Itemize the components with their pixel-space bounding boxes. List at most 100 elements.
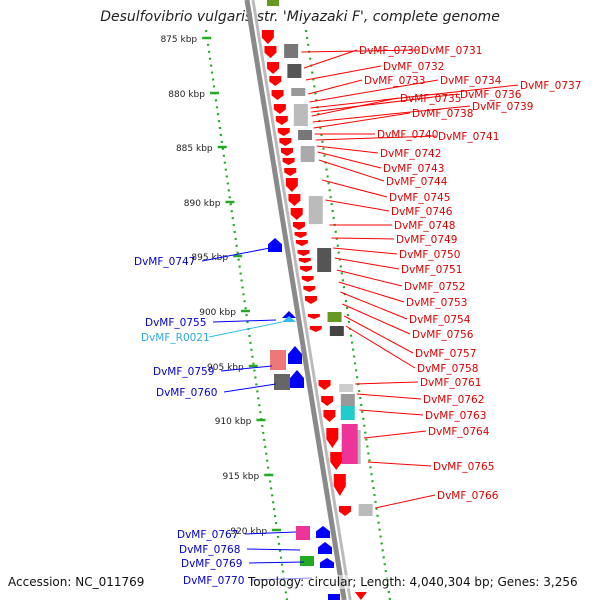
gene-feature-block bbox=[329, 326, 344, 336]
forward-gene-arrow bbox=[279, 138, 292, 146]
label-leader-line bbox=[313, 112, 411, 129]
forward-gene-arrow bbox=[267, 62, 280, 74]
label-leader-line bbox=[246, 548, 301, 551]
forward-gene-arrow bbox=[309, 326, 322, 332]
forward-gene-arrow bbox=[273, 104, 286, 114]
gene-label: DvMF_0746 bbox=[391, 206, 453, 218]
label-leader-line bbox=[309, 79, 439, 103]
rna-gene-arrow bbox=[282, 316, 296, 322]
gene-label: DvMF_0743 bbox=[383, 163, 444, 175]
gene-feature-block bbox=[317, 248, 332, 272]
gene-label: DvMF_0758 bbox=[417, 363, 478, 375]
kbp-label: 915 kbp bbox=[223, 472, 260, 482]
label-leader-line bbox=[333, 247, 398, 255]
gene-feature-block bbox=[340, 394, 355, 406]
label-leader-line bbox=[325, 199, 390, 212]
gene-label: DvMF_0737 bbox=[520, 80, 581, 92]
gene-label: DvMF_0747 bbox=[134, 256, 195, 268]
forward-gene-arrow bbox=[280, 148, 293, 156]
gene-label: DvMF_0757 bbox=[415, 348, 476, 360]
forward-gene-arrow bbox=[303, 286, 316, 292]
backbone-line bbox=[244, 0, 347, 600]
gene-label: DvMF_0752 bbox=[404, 281, 465, 293]
label-leader-line bbox=[305, 65, 382, 81]
label-leader-line bbox=[220, 365, 273, 372]
gene-label: DvMF_0762 bbox=[423, 394, 484, 406]
label-leader-line bbox=[248, 561, 305, 564]
right-scale-track bbox=[304, 29, 392, 600]
reverse-gene-arrow bbox=[320, 558, 334, 568]
rna-feature-block bbox=[327, 312, 342, 322]
rna-feature-block bbox=[341, 424, 358, 464]
gene-label: DvMF_0760 bbox=[156, 387, 217, 399]
reverse-gene-arrow bbox=[328, 594, 340, 600]
forward-gene-arrow bbox=[300, 266, 313, 272]
rna-feature-block bbox=[340, 406, 355, 420]
gene-label: DvMF_0742 bbox=[380, 148, 441, 160]
gene-feature-block bbox=[300, 146, 315, 162]
label-leader-line bbox=[310, 84, 519, 109]
forward-gene-arrow bbox=[292, 222, 305, 230]
rna-feature-block bbox=[267, 0, 279, 6]
forward-gene-arrow bbox=[285, 178, 298, 192]
gene-label: DvMF_0735 bbox=[400, 93, 461, 105]
label-leader-line bbox=[208, 321, 283, 338]
label-leader-line bbox=[315, 135, 437, 141]
label-leader-line bbox=[336, 269, 403, 287]
gene-label: DvMF_0748 bbox=[394, 220, 455, 232]
forward-gene-arrow bbox=[354, 592, 367, 600]
label-leader-line bbox=[201, 247, 271, 262]
label-leader-line bbox=[355, 381, 419, 385]
gene-label: DvMF_0751 bbox=[401, 264, 462, 276]
forward-gene-arrow bbox=[271, 90, 284, 100]
label-leader-line bbox=[318, 159, 385, 182]
label-leader-line bbox=[363, 430, 427, 439]
gene-label: DvMF_0745 bbox=[389, 192, 450, 204]
gene-feature-block bbox=[270, 350, 286, 370]
label-leader-line bbox=[342, 303, 411, 335]
gene-label: DvMF_0731 bbox=[421, 45, 482, 57]
label-leader-line bbox=[331, 237, 395, 240]
kbp-label: 875 kbp bbox=[160, 35, 197, 45]
gene-label: DvMF_0769 bbox=[181, 558, 242, 570]
forward-gene-arrow bbox=[301, 276, 314, 282]
label-leader-line bbox=[311, 93, 459, 113]
gene-feature-block bbox=[287, 64, 302, 78]
genome-summary-text: Topology: circular; Length: 4,040,304 bp… bbox=[248, 575, 578, 589]
forward-gene-arrow bbox=[326, 428, 339, 448]
forward-gene-arrow bbox=[330, 452, 343, 470]
forward-gene-arrow bbox=[284, 168, 297, 176]
gene-label: DvMF_0730 bbox=[359, 45, 420, 57]
label-leader-line bbox=[303, 49, 358, 69]
kbp-label: 885 kbp bbox=[176, 144, 213, 154]
gene-label: DvMF_0733 bbox=[364, 75, 425, 87]
forward-gene-arrow bbox=[290, 208, 303, 220]
forward-gene-arrow bbox=[321, 396, 334, 406]
gene-label: DvMF_0732 bbox=[383, 61, 444, 73]
gene-label: DvMF_0740 bbox=[377, 129, 438, 141]
forward-gene-arrow bbox=[323, 410, 336, 422]
gene-label: DvMF_0750 bbox=[399, 249, 460, 261]
gene-label: DvMF_0734 bbox=[440, 75, 502, 87]
label-leader-line bbox=[322, 179, 388, 198]
gene-feature-block bbox=[293, 104, 308, 126]
label-leader-line bbox=[359, 409, 424, 416]
forward-gene-arrow bbox=[297, 250, 310, 256]
label-leader-line bbox=[223, 383, 277, 393]
gene-label: DvMF_0765 bbox=[433, 461, 494, 473]
gene-feature-block bbox=[274, 374, 290, 390]
left-scale-track bbox=[204, 29, 289, 600]
gene-label: DvMF_0770 bbox=[183, 575, 244, 587]
reverse-gene-arrow bbox=[316, 526, 330, 538]
forward-gene-arrow bbox=[282, 158, 295, 165]
label-leader-line bbox=[244, 531, 297, 535]
label-leader-line bbox=[345, 325, 416, 369]
label-leader-line bbox=[311, 97, 399, 117]
gene-label: DvMF_0768 bbox=[179, 544, 240, 556]
label-leader-line bbox=[338, 281, 405, 303]
forward-gene-arrow bbox=[295, 240, 308, 246]
forward-gene-arrow bbox=[275, 116, 288, 125]
forward-gene-arrow bbox=[288, 194, 301, 206]
